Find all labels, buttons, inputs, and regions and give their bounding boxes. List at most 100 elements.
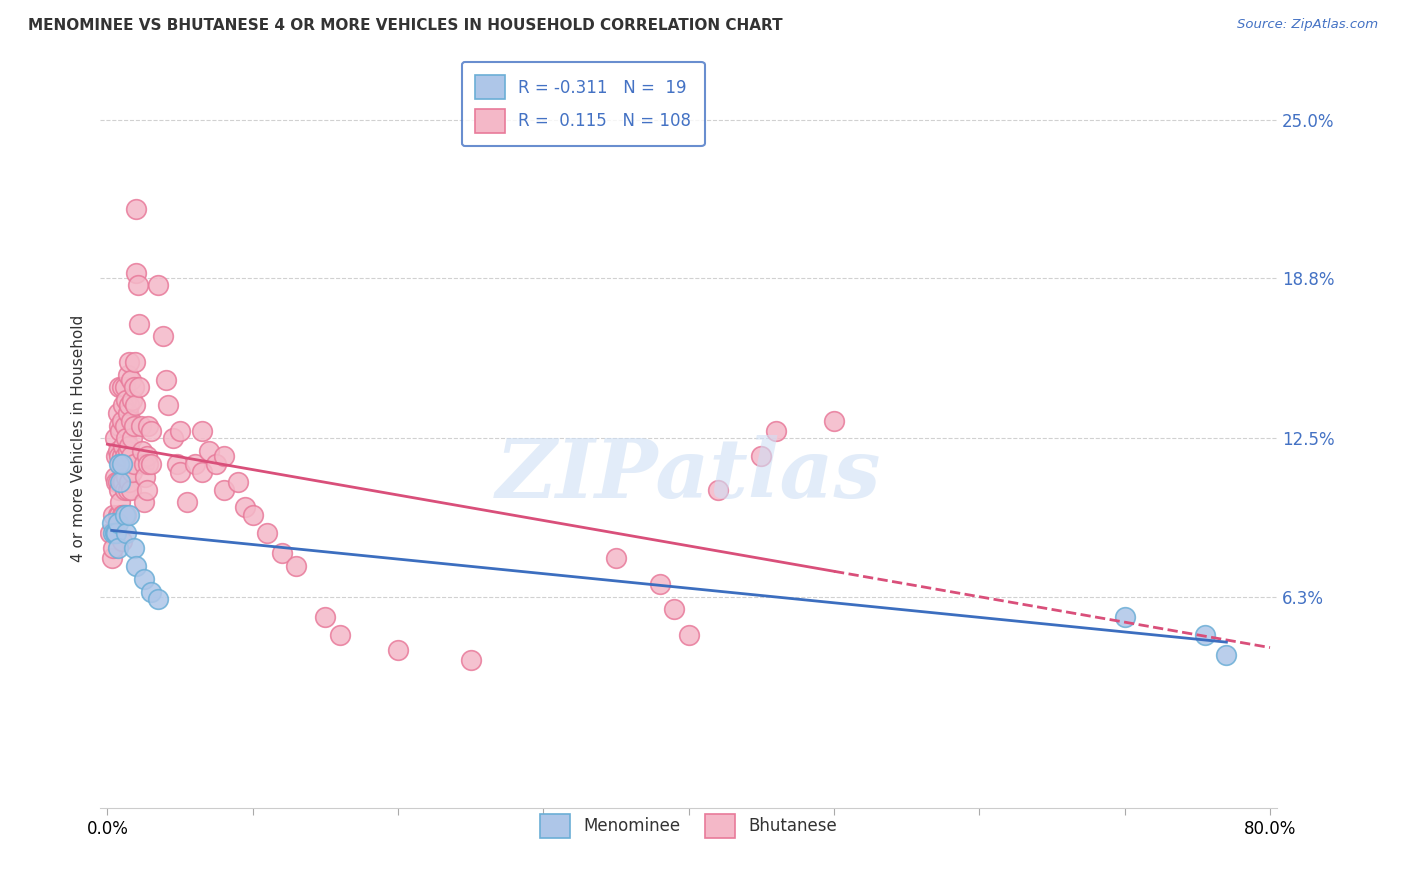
Point [285, 559, 308, 574]
Text: ZIPatlas: ZIPatlas [496, 435, 882, 516]
Point [115, 432, 138, 446]
Point [678, 628, 700, 642]
Point [122, 380, 145, 394]
Point [114, 418, 136, 433]
Point [128, 380, 150, 394]
Point [108, 418, 131, 433]
Point [136, 457, 159, 471]
Point [103, 508, 125, 522]
Point [100, 551, 122, 566]
Point [120, 373, 142, 387]
Point [125, 202, 148, 216]
Point [139, 584, 162, 599]
Point [751, 450, 773, 464]
Point [111, 475, 134, 489]
Point [122, 418, 145, 433]
Text: MENOMINEE VS BHUTANESE 4 OR MORE VEHICLES IN HOUSEHOLD CORRELATION CHART: MENOMINEE VS BHUTANESE 4 OR MORE VEHICLE… [28, 18, 783, 33]
Point [1114, 610, 1136, 624]
Point [107, 475, 129, 489]
Point [104, 469, 127, 483]
Point [148, 592, 170, 607]
Point [205, 457, 228, 471]
Point [132, 457, 155, 471]
Point [135, 450, 157, 464]
Point [132, 495, 155, 509]
Point [132, 572, 155, 586]
Point [112, 398, 135, 412]
Point [118, 475, 141, 489]
Point [115, 508, 138, 522]
Point [169, 465, 191, 479]
Point [121, 432, 143, 446]
Point [183, 457, 205, 471]
Point [107, 444, 129, 458]
Point [114, 483, 136, 497]
Point [166, 457, 188, 471]
Point [235, 500, 257, 515]
Point [118, 508, 141, 522]
Y-axis label: 4 or more Vehicles in Household: 4 or more Vehicles in Household [72, 315, 86, 562]
Point [823, 414, 845, 428]
Point [114, 508, 136, 522]
Point [110, 457, 132, 471]
Point [118, 355, 141, 369]
Point [110, 495, 132, 509]
Point [104, 432, 127, 446]
Point [110, 424, 132, 438]
Point [124, 355, 146, 369]
Point [114, 450, 136, 464]
Point [191, 465, 214, 479]
Legend: Menominee, Bhutanese: Menominee, Bhutanese [533, 807, 844, 845]
Point [111, 380, 134, 394]
Point [212, 483, 235, 497]
Point [111, 450, 134, 464]
Point [256, 525, 278, 540]
Point [605, 551, 627, 566]
Point [112, 508, 135, 522]
Point [114, 380, 136, 394]
Point [128, 317, 150, 331]
Point [136, 418, 159, 433]
Point [122, 457, 145, 471]
Point [125, 559, 148, 574]
Point [118, 398, 141, 412]
Point [162, 432, 184, 446]
Point [98, 525, 121, 540]
Point [198, 444, 221, 458]
Point [155, 373, 177, 387]
Point [148, 278, 170, 293]
Point [105, 450, 128, 464]
Point [212, 450, 235, 464]
Point [121, 465, 143, 479]
Point [111, 414, 134, 428]
Point [105, 525, 128, 540]
Point [105, 475, 128, 489]
Point [118, 439, 141, 453]
Point [110, 475, 132, 489]
Point [108, 450, 131, 464]
Point [124, 398, 146, 412]
Point [707, 483, 730, 497]
Point [117, 406, 139, 420]
Point [112, 439, 135, 453]
Point [125, 266, 148, 280]
Point [139, 424, 162, 438]
Point [112, 475, 135, 489]
Point [120, 450, 142, 464]
Point [329, 628, 352, 642]
Point [662, 602, 685, 616]
Text: Source: ZipAtlas.com: Source: ZipAtlas.com [1237, 18, 1378, 31]
Point [139, 457, 162, 471]
Point [226, 475, 249, 489]
Point [387, 643, 409, 657]
Point [120, 483, 142, 497]
Point [191, 424, 214, 438]
Point [108, 380, 131, 394]
Point [117, 368, 139, 382]
Point [115, 469, 138, 483]
Point [107, 406, 129, 420]
Point [129, 418, 152, 433]
Point [117, 483, 139, 497]
Point [107, 508, 129, 522]
Point [1194, 628, 1216, 642]
